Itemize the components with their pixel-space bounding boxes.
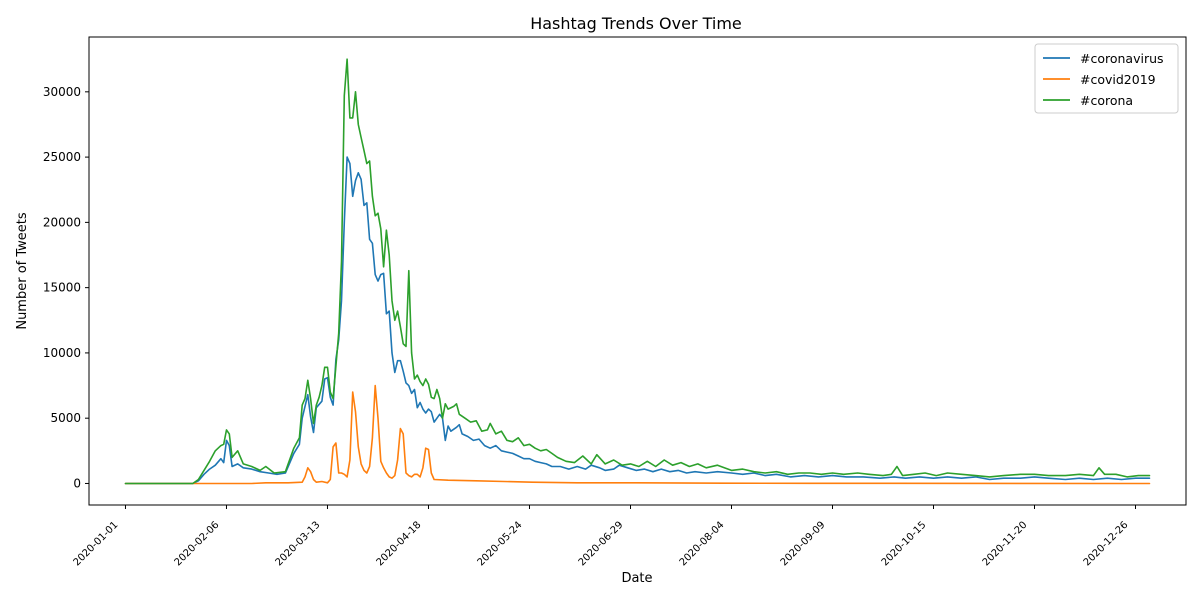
- chart-title: Hashtag Trends Over Time: [530, 14, 742, 33]
- y-tick-label: 0: [73, 476, 81, 490]
- legend-label-corona: #corona: [1080, 93, 1133, 108]
- y-tick-label: 10000: [43, 346, 81, 360]
- plot-area-frame: [88, 36, 1187, 506]
- legend: #coronavirus #covid2019 #corona: [1034, 43, 1179, 114]
- series-line-coronavirus: [124, 156, 1151, 485]
- legend-label-covid2019: #covid2019: [1080, 72, 1156, 87]
- legend-label-coronavirus: #coronavirus: [1080, 51, 1164, 66]
- series-line-covid2019: [124, 384, 1151, 485]
- y-tick-label: 5000: [50, 411, 81, 425]
- series-line-corona: [124, 58, 1151, 485]
- y-tick-label: 15000: [43, 281, 81, 295]
- y-tick-label: 30000: [43, 85, 81, 99]
- y-axis-label: Number of Tweets: [15, 212, 30, 330]
- y-tick-label: 25000: [43, 150, 81, 164]
- legend-frame: [1034, 43, 1179, 114]
- series-lines: [124, 58, 1151, 485]
- y-tick-label: 20000: [43, 215, 81, 229]
- x-axis-label: Date: [621, 571, 652, 586]
